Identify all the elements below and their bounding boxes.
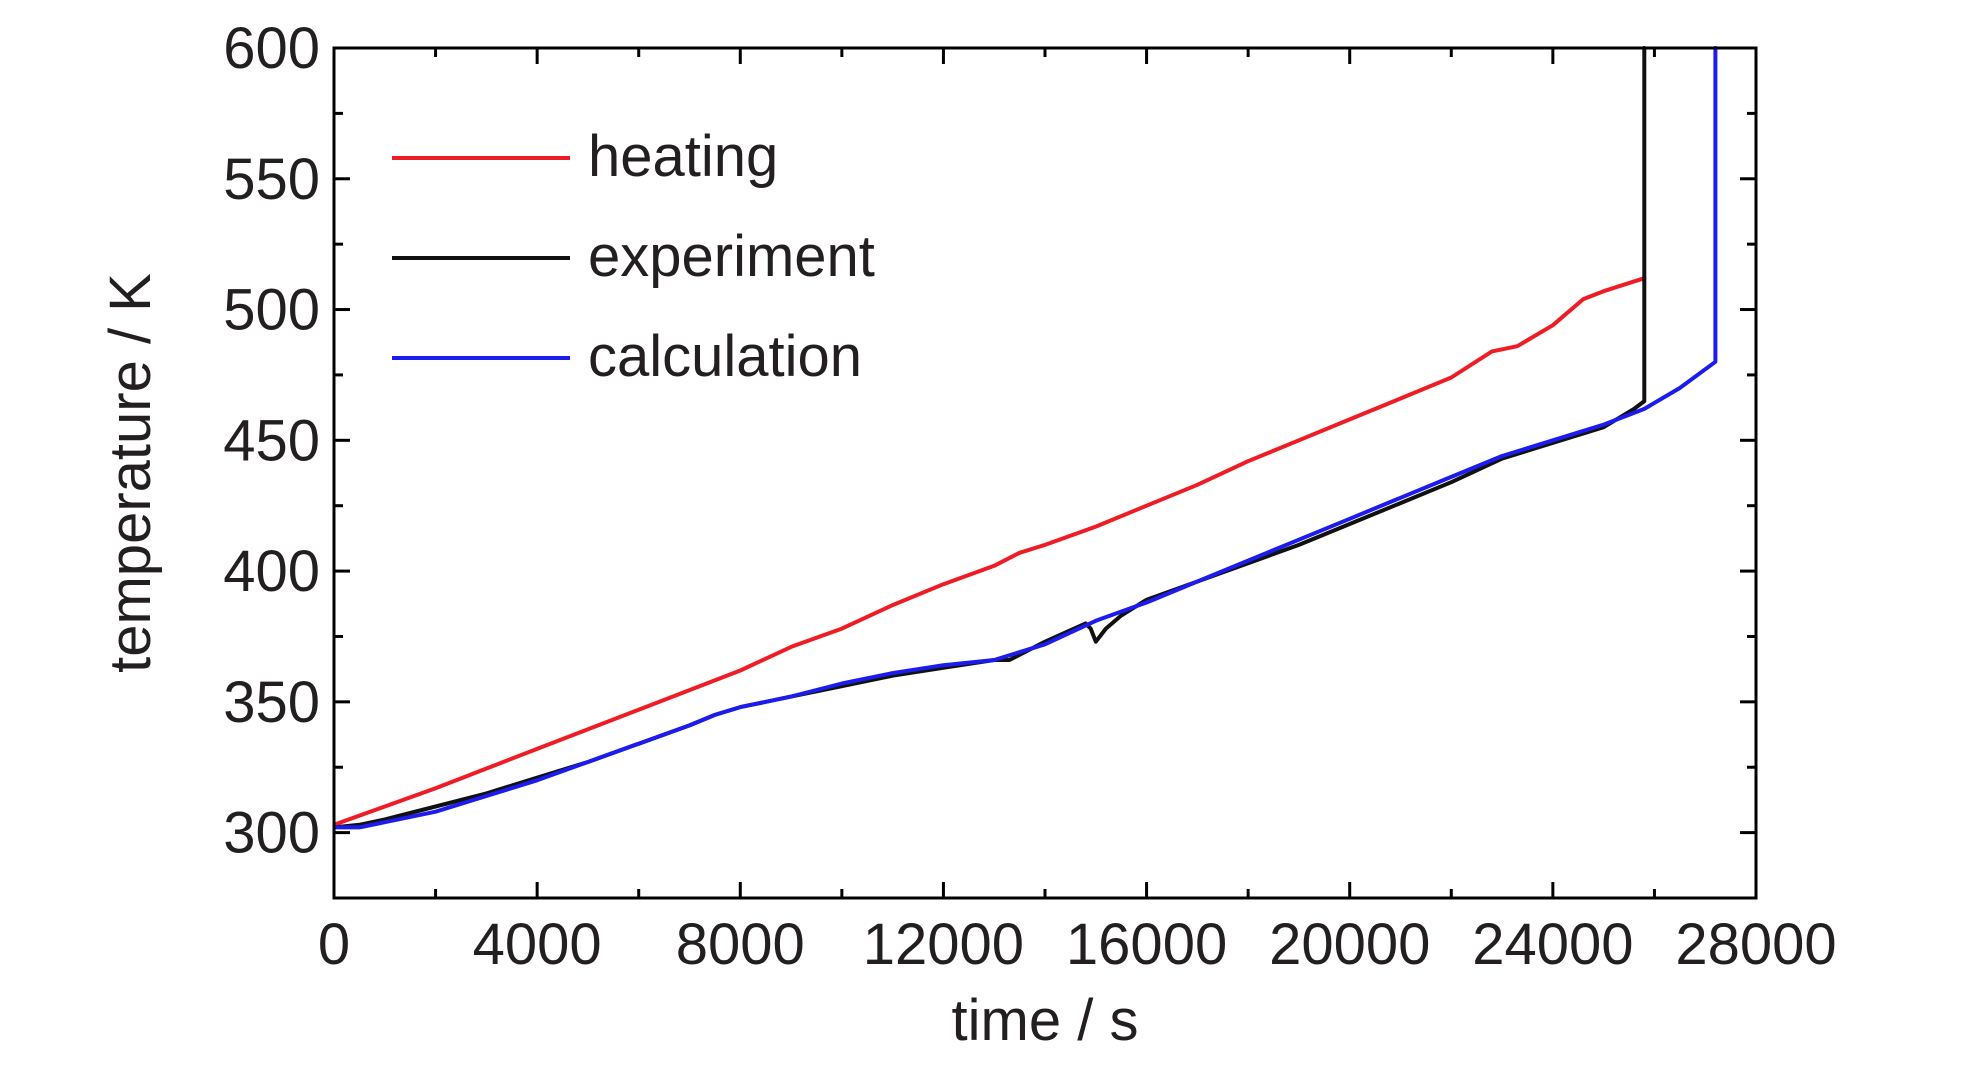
series-layer <box>334 46 1718 830</box>
series-line-heating <box>334 276 1647 827</box>
x-tick-label: 20000 <box>1269 912 1430 977</box>
x-tick-label: 8000 <box>676 912 805 977</box>
y-tick-label: 350 <box>223 670 320 735</box>
legend-label-calculation: calculation <box>588 324 862 389</box>
y-tick-label: 450 <box>223 408 320 473</box>
x-tick-label: 28000 <box>1675 912 1836 977</box>
x-axis-title: time / s <box>952 988 1139 1053</box>
x-tick-label: 0 <box>318 912 350 977</box>
x-tick-label: 16000 <box>1066 912 1227 977</box>
x-tick-label: 4000 <box>473 912 602 977</box>
y-tick-label: 400 <box>223 539 320 604</box>
y-tick-label: 300 <box>223 801 320 866</box>
tick-labels: 0 4000 8000 12000 16000 20000 24000 28000 300 350… <box>223 16 1836 977</box>
series-line-calculation <box>334 46 1718 830</box>
y-axis-title: temperature / K <box>98 273 163 673</box>
plot-frame <box>332 46 1758 900</box>
y-tick-label: 550 <box>223 147 320 212</box>
y-tick-label: 600 <box>223 16 320 81</box>
ticks-layer <box>332 46 1758 898</box>
x-tick-label: 12000 <box>863 912 1024 977</box>
legend: heating experiment calculation <box>392 124 875 389</box>
x-tick-label: 24000 <box>1472 912 1633 977</box>
legend-label-experiment: experiment <box>588 224 875 289</box>
y-tick-label: 500 <box>223 278 320 343</box>
series-line-experiment <box>334 46 1647 830</box>
legend-label-heating: heating <box>588 124 778 189</box>
